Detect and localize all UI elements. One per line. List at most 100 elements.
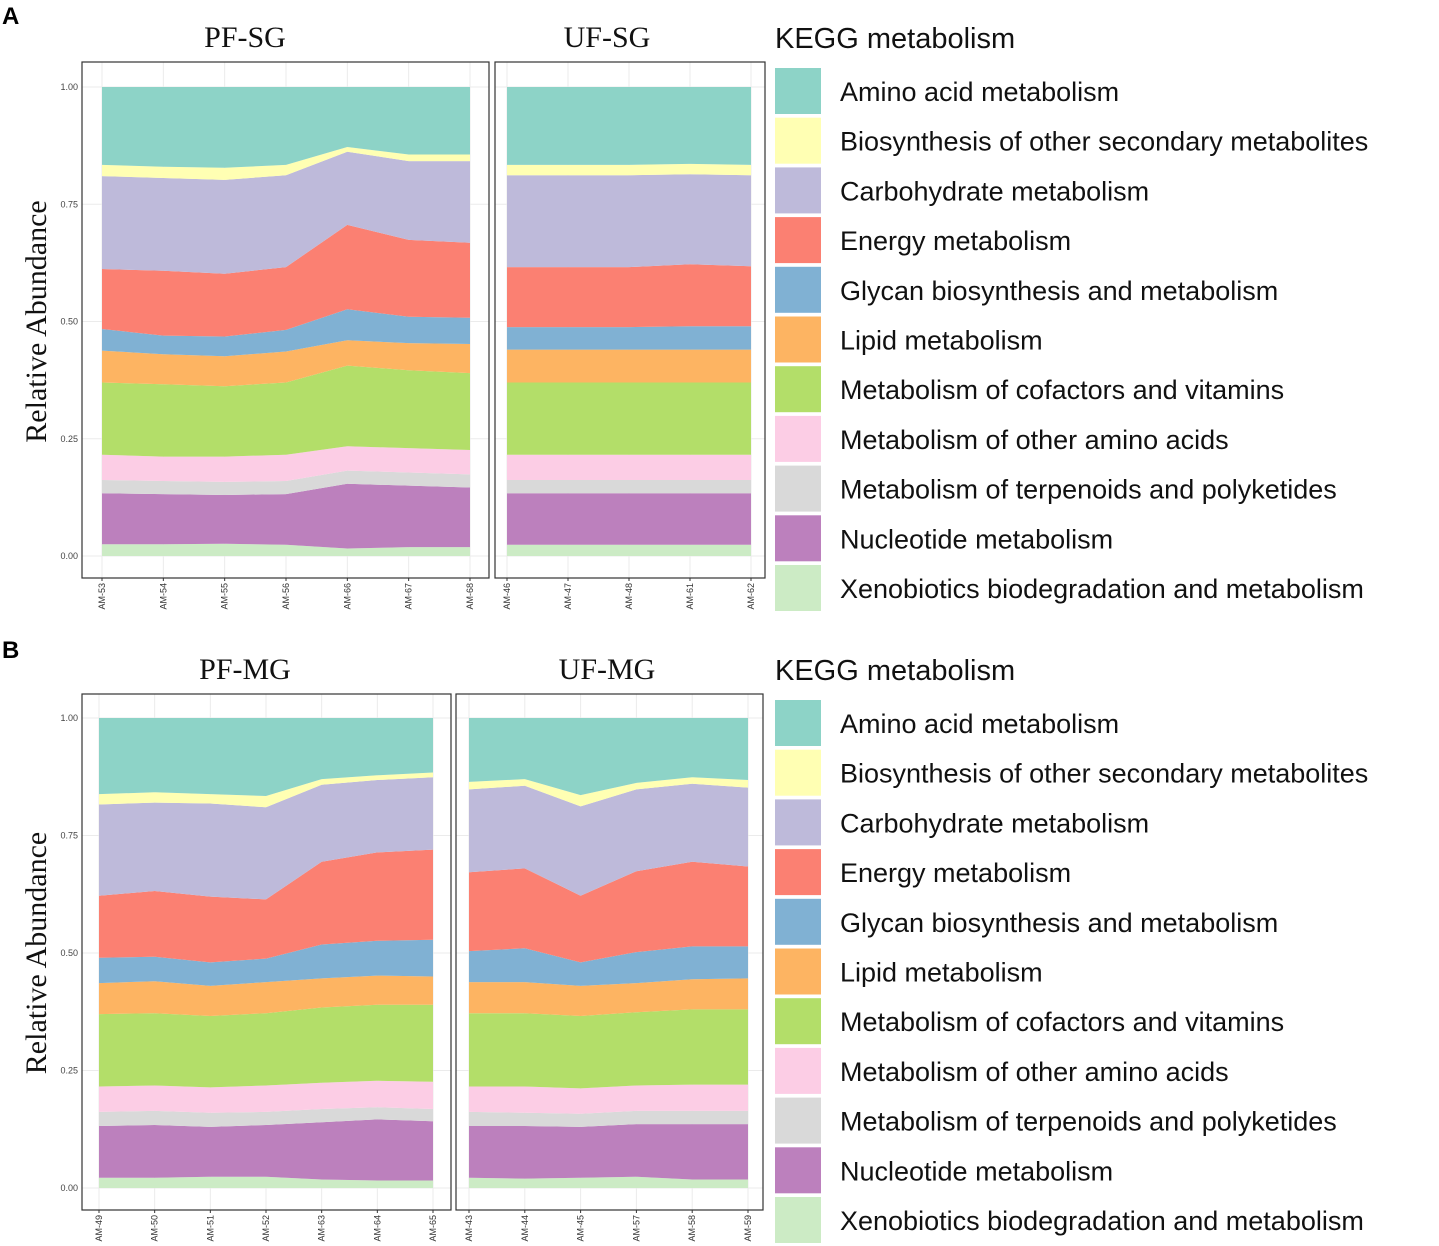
- x-tick-label: AM-43: [464, 1215, 474, 1242]
- metabolism-of-cofactors-and-vitamins-area: [469, 1009, 748, 1089]
- xenobiotics-biodegradation-and-metabolism-area: [102, 543, 470, 556]
- legend-item: Metabolism of other amino acids: [775, 415, 1229, 462]
- legend-label: Metabolism of terpenoids and polyketides: [840, 475, 1337, 505]
- y-axis-label: Relative Abundance: [20, 832, 53, 1074]
- legend-item: Nucleotide metabolism: [775, 1147, 1113, 1194]
- xenobiotics-biodegradation-and-metabolism-area: [99, 1176, 433, 1188]
- energy-metabolism-area: [469, 861, 748, 963]
- legend-swatch: [775, 948, 821, 995]
- legend-item: Amino acid metabolism: [775, 68, 1119, 114]
- metabolism-of-terpenoids-and-polyketides-area: [102, 470, 470, 495]
- carbohydrate-metabolism-area: [99, 777, 433, 900]
- legend-swatch: [775, 366, 821, 413]
- legend-label: Biosynthesis of other secondary metaboli…: [840, 127, 1368, 157]
- xenobiotics-biodegradation-and-metabolism-area: [469, 1176, 748, 1188]
- legend-item: Metabolism of other amino acids: [775, 1047, 1229, 1094]
- energy-metabolism-area: [99, 849, 433, 963]
- x-tick-label: AM-54: [158, 583, 168, 610]
- legend-swatch: [775, 998, 821, 1045]
- legend-swatch: [775, 217, 821, 264]
- panel-border: [494, 61, 766, 579]
- legend-item: Lipid metabolism: [775, 316, 1043, 363]
- legend-label: Carbohydrate metabolism: [840, 808, 1149, 838]
- y-tick-label: 0.75: [60, 831, 78, 841]
- panel-letter: B: [2, 637, 19, 664]
- biosynthesis-of-other-secondary-metabolites-area: [507, 163, 751, 176]
- legend-swatch: [775, 316, 821, 363]
- legend-label: Glycan biosynthesis and metabolism: [840, 276, 1278, 306]
- legend-swatch: [775, 849, 821, 896]
- legend-swatch: [775, 415, 821, 462]
- xenobiotics-biodegradation-and-metabolism-area: [507, 544, 751, 556]
- lipid-metabolism-area: [469, 978, 748, 1016]
- legend-label: Metabolism of terpenoids and polyketides: [840, 1107, 1337, 1137]
- biosynthesis-of-other-secondary-metabolites-area: [102, 147, 470, 180]
- legend-item: Carbohydrate metabolism: [775, 799, 1149, 846]
- legend-swatch: [775, 749, 821, 796]
- amino-acid-metabolism-area: [507, 87, 751, 165]
- x-tick-label: AM-49: [94, 1215, 104, 1242]
- legend-label: Amino acid metabolism: [840, 709, 1119, 739]
- lipid-metabolism-area: [507, 349, 751, 383]
- biosynthesis-of-other-secondary-metabolites-area: [99, 772, 433, 808]
- legend-item: Energy metabolism: [775, 849, 1071, 896]
- legend-swatch: [775, 117, 821, 164]
- glycan-biosynthesis-and-metabolism-area: [99, 939, 433, 986]
- x-tick-label: AM-65: [428, 1215, 438, 1242]
- legend-label: Metabolism of other amino acids: [840, 425, 1229, 455]
- legend-label: Glycan biosynthesis and metabolism: [840, 908, 1278, 938]
- legend-label: Metabolism of other amino acids: [840, 1057, 1229, 1087]
- x-tick-label: AM-67: [404, 583, 414, 610]
- legend-item: Biosynthesis of other secondary metaboli…: [775, 749, 1368, 796]
- legend: KEGG metabolism Amino acid metabolism Bios…: [775, 23, 1368, 611]
- facet-pf-mg: PF-MG AM-49 AM-50 AM-51 AM-52 AM-63 AM-64 AM-65: [81, 653, 452, 1242]
- y-tick-label: 0.00: [60, 1183, 78, 1193]
- legend-item: Metabolism of terpenoids and polyketides: [775, 465, 1337, 512]
- legend: KEGG metabolism Amino acid metabolism Bios…: [775, 655, 1368, 1243]
- x-tick-label: AM-46: [502, 583, 512, 610]
- amino-acid-metabolism-area: [102, 87, 470, 168]
- energy-metabolism-area: [507, 264, 751, 328]
- x-tick-label: AM-53: [97, 583, 107, 610]
- legend-swatch: [775, 68, 821, 114]
- glycan-biosynthesis-and-metabolism-area: [507, 326, 751, 350]
- legend-label: Nucleotide metabolism: [840, 1156, 1113, 1186]
- legend-item: Energy metabolism: [775, 217, 1071, 264]
- metabolism-of-other-amino-acids-area: [469, 1084, 748, 1114]
- legend-swatch: [775, 1147, 821, 1194]
- y-tick-label: 0.25: [60, 434, 78, 444]
- metabolism-of-other-amino-acids-area: [507, 454, 751, 480]
- x-tick-label: AM-61: [685, 583, 695, 610]
- metabolism-of-terpenoids-and-polyketides-area: [507, 480, 751, 494]
- facet-pf-sg: PF-SG AM-53 AM-54 AM-55 AM-56 AM-66 AM-67 AM-68: [81, 21, 490, 610]
- x-tick-label: AM-57: [631, 1215, 641, 1242]
- x-tick-label: AM-51: [205, 1215, 215, 1242]
- legend-title: KEGG metabolism: [775, 655, 1015, 687]
- legend-swatch: [775, 266, 821, 313]
- panel-border: [455, 693, 764, 1211]
- metabolism-of-cofactors-and-vitamins-area: [102, 365, 470, 457]
- metabolism-of-terpenoids-and-polyketides-area: [469, 1110, 748, 1127]
- glycan-biosynthesis-and-metabolism-area: [102, 309, 470, 357]
- legend-label: Xenobiotics biodegradation and metabolis…: [840, 574, 1364, 604]
- legend-item: Biosynthesis of other secondary metaboli…: [775, 117, 1368, 164]
- y-tick-label: 1.00: [60, 82, 78, 92]
- carbohydrate-metabolism-area: [469, 783, 748, 896]
- legend-item: Carbohydrate metabolism: [775, 167, 1149, 214]
- legend-swatch: [775, 515, 821, 562]
- nucleotide-metabolism-area: [469, 1124, 748, 1180]
- facet-title: UF-MG: [559, 653, 656, 686]
- legend-item: Glycan biosynthesis and metabolism: [775, 898, 1278, 945]
- legend-label: Metabolism of cofactors and vitamins: [840, 375, 1284, 405]
- x-tick-label: AM-58: [687, 1215, 697, 1242]
- legend-label: Energy metabolism: [840, 226, 1071, 256]
- metabolism-of-other-amino-acids-area: [102, 446, 470, 482]
- facet-title: PF-MG: [199, 653, 291, 686]
- legend-item: Amino acid metabolism: [775, 700, 1119, 746]
- biosynthesis-of-other-secondary-metabolites-area: [469, 777, 748, 807]
- y-tick-label: 0.00: [60, 551, 78, 561]
- glycan-biosynthesis-and-metabolism-area: [469, 946, 748, 986]
- facet-uf-mg: UF-MG AM-43 AM-44 AM-45 AM-57 AM-58 AM-59: [455, 653, 764, 1242]
- lipid-metabolism-area: [102, 340, 470, 387]
